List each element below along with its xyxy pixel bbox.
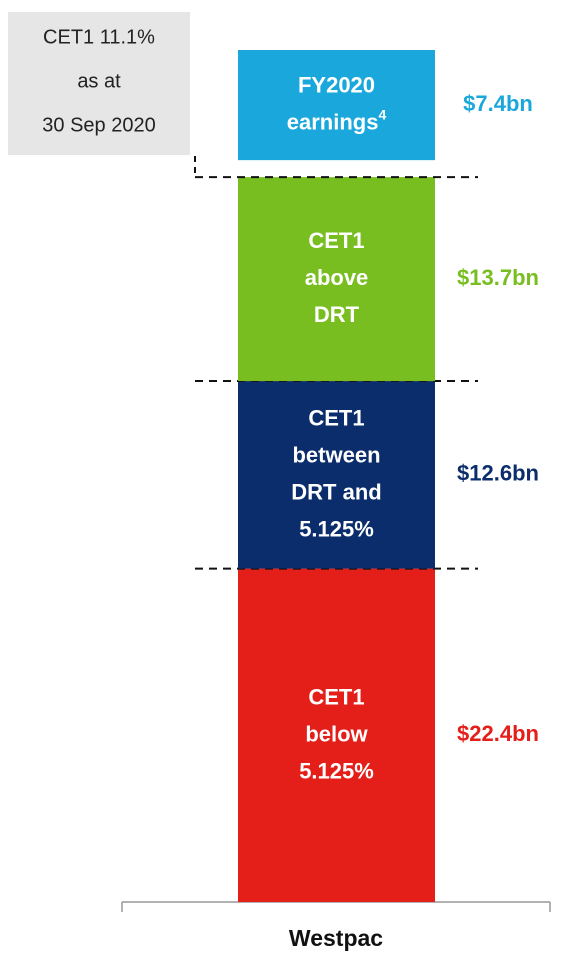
segment-label: DRT	[314, 302, 360, 327]
annotation-text: 30 Sep 2020	[42, 114, 155, 136]
segment-label-line: CET1	[308, 228, 364, 253]
segment-label-line: earnings	[287, 109, 379, 134]
segment-label: DRT and	[291, 479, 381, 504]
segment-label: earnings4	[287, 106, 387, 134]
segment-label: CET1	[308, 684, 364, 709]
segment-label-line: FY2020	[298, 72, 375, 97]
annotation-box	[8, 12, 190, 155]
footnote: 4	[378, 106, 386, 122]
bar-segment	[238, 381, 435, 569]
segment-label-line: CET1	[308, 684, 364, 709]
segment-label-line: DRT and	[291, 479, 381, 504]
value-label: $13.7bn	[457, 265, 539, 290]
annotation-text: CET1 11.1%	[43, 26, 155, 48]
segment-label-line: 5.125%	[299, 516, 374, 541]
segment-label: between	[292, 442, 380, 467]
segment-label-line: CET1	[308, 405, 364, 430]
x-tick-label: Westpac	[289, 925, 383, 951]
segment-label: FY2020	[298, 72, 375, 97]
segment-label: above	[305, 265, 369, 290]
value-label: $22.4bn	[457, 721, 539, 746]
value-label: $12.6bn	[457, 461, 539, 486]
segment-label-line: between	[292, 442, 380, 467]
value-label: $7.4bn	[463, 91, 533, 116]
segment-label-line: 5.125%	[299, 758, 374, 783]
annotation-text: as at	[77, 70, 121, 92]
segment-label: CET1	[308, 228, 364, 253]
segment-label: 5.125%	[299, 758, 374, 783]
bar-segment	[238, 568, 435, 902]
segment-label: 5.125%	[299, 516, 374, 541]
segment-label: CET1	[308, 405, 364, 430]
segment-label-line: below	[305, 721, 368, 746]
bar-segment	[238, 177, 435, 382]
bar-segment	[238, 50, 435, 161]
segment-label-line: above	[305, 265, 369, 290]
segment-label: below	[305, 721, 368, 746]
segment-label-line: DRT	[314, 302, 360, 327]
